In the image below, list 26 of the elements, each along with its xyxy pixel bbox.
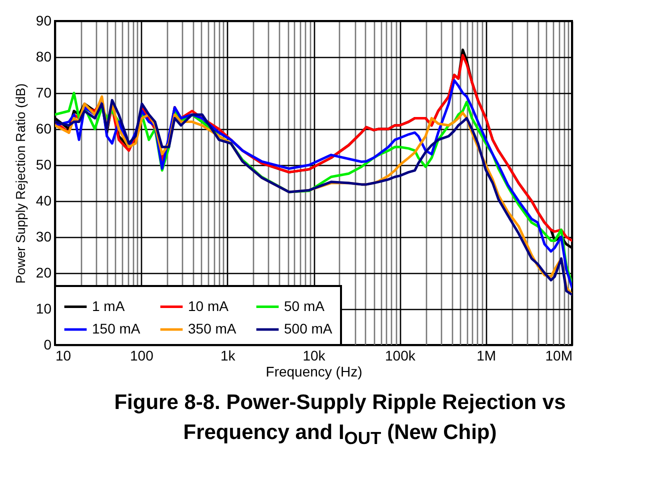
y-tick-label: 60 xyxy=(36,120,52,136)
legend-label: 150 mA xyxy=(92,320,141,336)
y-tick-label: 50 xyxy=(36,156,52,172)
x-tick-label: 1k xyxy=(220,348,236,364)
x-tick-label: 10k xyxy=(302,348,326,364)
y-tick-label: 0 xyxy=(44,336,52,352)
x-tick-label: 10M xyxy=(545,348,572,364)
y-axis-title: Power Supply Rejection Ratio (dB) xyxy=(12,83,28,284)
x-tick-label: 100k xyxy=(384,348,416,364)
y-tick-label: 10 xyxy=(36,300,52,316)
x-axis-title: Frequency (Hz) xyxy=(266,364,362,380)
y-tick-label: 40 xyxy=(36,192,52,208)
y-tick-label: 30 xyxy=(36,228,52,244)
y-tick-label: 90 xyxy=(36,12,52,28)
x-tick-label: 1M xyxy=(476,348,496,364)
x-tick-label: 10 xyxy=(56,348,72,364)
legend-label: 500 mA xyxy=(284,320,333,336)
legend-label: 350 mA xyxy=(188,320,237,336)
legend-label: 10 mA xyxy=(188,298,230,314)
x-tick-label: 100 xyxy=(130,348,154,364)
y-tick-label: 70 xyxy=(36,84,52,100)
y-tick-label: 80 xyxy=(36,48,52,64)
legend-label: 1 mA xyxy=(92,298,126,314)
y-tick-label: 20 xyxy=(36,264,52,280)
legend-label: 50 mA xyxy=(284,298,326,314)
text: Figure 8-8. Power-Supply Ripple Rejection vs Frequency and I$_{OUT}$ (New Chip) xyxy=(113,390,567,450)
